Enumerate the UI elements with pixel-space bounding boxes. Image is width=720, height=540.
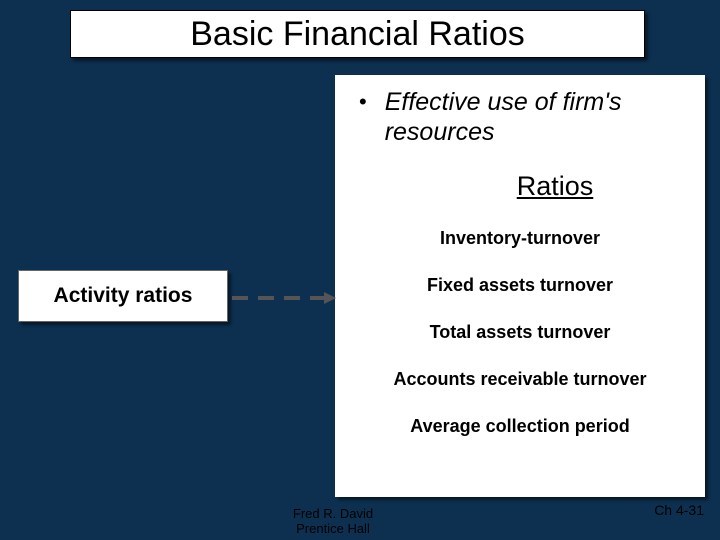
- ratio-item: Accounts receivable turnover: [345, 369, 695, 390]
- footer-credit: Fred R. David Prentice Hall: [258, 506, 408, 536]
- ratio-item: Average collection period: [345, 416, 695, 437]
- title-box: Basic Financial Ratios: [70, 10, 645, 58]
- dashed-arrow-icon: [228, 288, 340, 308]
- bullet-text: Effective use of firm's resources: [385, 87, 695, 147]
- page-title: Basic Financial Ratios: [190, 15, 524, 54]
- ratio-item: Inventory-turnover: [345, 228, 695, 249]
- content-panel: • Effective use of firm's resources Rati…: [335, 75, 705, 497]
- category-label: Activity ratios: [54, 284, 193, 308]
- page-number: Ch 4-31: [654, 502, 704, 518]
- bullet-icon: •: [359, 87, 367, 117]
- footer-publisher: Prentice Hall: [296, 521, 370, 536]
- ratio-item: Total assets turnover: [345, 322, 695, 343]
- ratios-heading: Ratios: [345, 171, 695, 202]
- category-box: Activity ratios: [18, 270, 228, 322]
- bullet-row: • Effective use of firm's resources: [345, 87, 695, 147]
- ratio-item: Fixed assets turnover: [345, 275, 695, 296]
- footer-author: Fred R. David: [293, 506, 373, 521]
